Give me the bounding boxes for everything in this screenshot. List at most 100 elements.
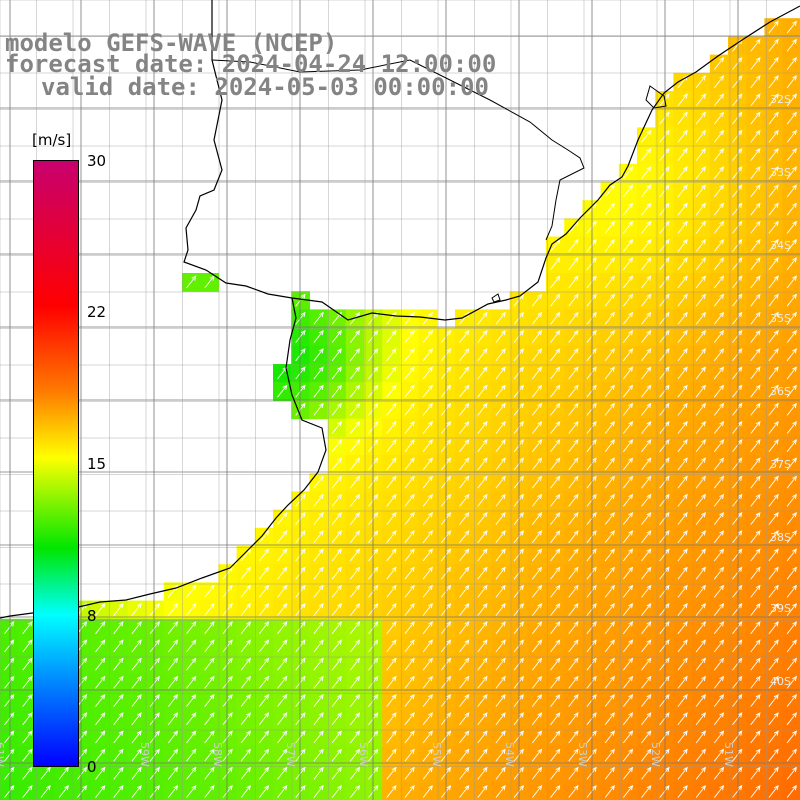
wind-arrow (167, 657, 179, 671)
wind-arrow (586, 639, 597, 653)
wind-arrow (732, 675, 743, 689)
wind-arrow (404, 766, 415, 780)
wind-arrow (131, 748, 142, 762)
wind-arrow (386, 366, 397, 380)
latitude-label: 37S (770, 458, 791, 471)
wind-arrow (768, 748, 779, 762)
wind-arrow (240, 639, 251, 653)
coastline-lagoon-small (491, 293, 501, 303)
wind-arrow (186, 730, 197, 744)
wind-arrow (641, 730, 652, 744)
wind-arrow (768, 639, 779, 653)
wind-arrow (167, 602, 179, 616)
wind-arrow (786, 566, 797, 580)
wind-arrow (550, 784, 561, 798)
wind-arrow (331, 639, 342, 653)
wind-arrow (113, 639, 124, 653)
wind-arrow (604, 457, 615, 471)
wind-arrow (349, 348, 361, 362)
wind-arrow (641, 348, 652, 362)
wind-arrow (386, 712, 397, 726)
wind-arrow (495, 566, 506, 580)
wind-arrow (131, 730, 142, 744)
wind-arrow (386, 766, 397, 780)
wind-arrow (677, 457, 688, 471)
wind-arrow (4, 784, 15, 798)
coastline-lagoon (645, 85, 667, 109)
wind-arrow (386, 530, 397, 544)
wind-arrow (604, 475, 615, 489)
longitude-label: 51W (722, 742, 735, 767)
wind-arrow (695, 766, 706, 780)
wind-arrow (568, 329, 579, 343)
wind-arrow (677, 511, 688, 525)
wind-arrow (750, 384, 761, 398)
wind-arrow (258, 584, 270, 598)
wind-arrow (768, 621, 779, 635)
wind-arrow (422, 348, 433, 362)
wind-arrow (186, 584, 197, 598)
wind-arrow (695, 511, 706, 525)
wind-arrow (477, 548, 488, 562)
wind-arrow (531, 748, 543, 762)
wind-arrow (695, 712, 706, 726)
wind-arrow (677, 675, 688, 689)
wind-arrow (622, 457, 634, 471)
wind-arrow (349, 530, 361, 544)
wind-arrow (713, 493, 725, 507)
wind-arrow (604, 257, 615, 271)
wind-arrow (768, 420, 779, 434)
wind-arrow (713, 75, 725, 89)
wind-arrow (641, 439, 652, 453)
wind-arrow (386, 475, 397, 489)
wind-arrow (695, 329, 706, 343)
wind-arrow (786, 493, 797, 507)
wind-arrow (659, 584, 670, 598)
wind-arrow (95, 748, 106, 762)
wind-arrow (550, 402, 561, 416)
wind-arrow (222, 730, 233, 744)
wind-arrow (149, 784, 160, 798)
wind-arrow (550, 657, 561, 671)
wind-arrow (22, 712, 33, 726)
wind-arrow (677, 166, 688, 180)
wind-arrow (404, 311, 415, 325)
wind-arrow (677, 147, 688, 161)
wind-arrow (768, 348, 779, 362)
wind-arrow (695, 147, 706, 161)
wind-arrow (768, 766, 779, 780)
wind-arrow (659, 384, 670, 398)
wind-arrow (786, 384, 797, 398)
wind-arrow (786, 657, 797, 671)
wind-arrow (459, 530, 470, 544)
wind-arrow (768, 493, 779, 507)
coastline (0, 0, 800, 619)
wind-arrow (349, 766, 361, 780)
wind-arrow (622, 275, 634, 289)
wind-arrow (768, 784, 779, 798)
wind-arrow (641, 675, 652, 689)
wind-arrow (622, 693, 634, 707)
wind-arrow (568, 712, 579, 726)
wind-arrow (786, 675, 797, 689)
wind-arrow (204, 602, 215, 616)
wind-arrow (404, 548, 415, 562)
wind-arrow (604, 184, 615, 198)
longitude-label: 54W (503, 742, 516, 767)
wind-arrow (677, 420, 688, 434)
wind-arrow (331, 530, 342, 544)
wind-arrow (586, 348, 597, 362)
wind-arrow (531, 712, 543, 726)
wind-arrow (113, 730, 124, 744)
wind-arrow (495, 384, 506, 398)
wind-arrow (131, 675, 142, 689)
wind-arrow (186, 784, 197, 798)
wind-arrow (586, 238, 597, 252)
wind-arrow (604, 311, 615, 325)
wind-arrow (622, 584, 634, 598)
wind-arrow (677, 293, 688, 307)
wind-arrow (404, 402, 415, 416)
wind-arrow (677, 748, 688, 762)
wind-arrow (386, 493, 397, 507)
wind-arrow (713, 420, 725, 434)
